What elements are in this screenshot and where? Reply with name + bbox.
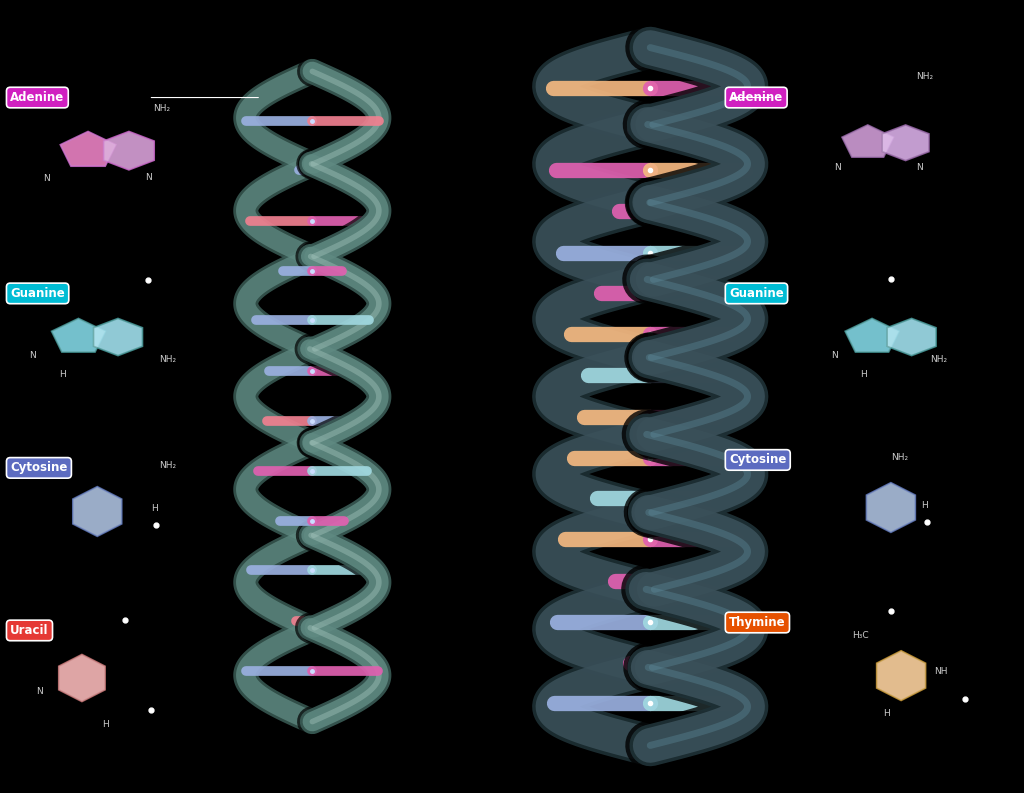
Text: H: H bbox=[59, 370, 67, 379]
Text: NH₂: NH₂ bbox=[916, 72, 934, 82]
Text: NH₂: NH₂ bbox=[159, 355, 176, 365]
Polygon shape bbox=[60, 132, 116, 167]
Polygon shape bbox=[882, 125, 929, 160]
Polygon shape bbox=[103, 132, 155, 170]
Polygon shape bbox=[58, 654, 105, 702]
Text: Adenine: Adenine bbox=[729, 91, 783, 104]
Text: NH₂: NH₂ bbox=[930, 355, 947, 365]
Polygon shape bbox=[103, 132, 155, 170]
Text: NH₂: NH₂ bbox=[154, 104, 171, 113]
Text: NH: NH bbox=[934, 667, 947, 676]
Text: N: N bbox=[835, 163, 842, 173]
Text: N: N bbox=[36, 687, 43, 696]
Polygon shape bbox=[842, 125, 894, 157]
Polygon shape bbox=[887, 319, 936, 355]
Polygon shape bbox=[877, 651, 926, 700]
Text: H: H bbox=[860, 370, 867, 379]
Text: N: N bbox=[916, 163, 924, 173]
Polygon shape bbox=[882, 125, 929, 160]
Polygon shape bbox=[845, 319, 899, 352]
Text: H: H bbox=[102, 720, 110, 730]
Polygon shape bbox=[60, 132, 116, 167]
Text: NH₂: NH₂ bbox=[159, 461, 176, 470]
Text: Guanine: Guanine bbox=[10, 287, 65, 300]
Polygon shape bbox=[877, 651, 926, 700]
Polygon shape bbox=[842, 125, 894, 157]
Polygon shape bbox=[51, 319, 105, 352]
Polygon shape bbox=[866, 483, 915, 532]
Polygon shape bbox=[73, 487, 122, 536]
Text: H: H bbox=[152, 504, 159, 514]
Polygon shape bbox=[887, 319, 936, 355]
Text: N: N bbox=[29, 351, 36, 361]
Polygon shape bbox=[58, 654, 105, 702]
Polygon shape bbox=[866, 483, 915, 532]
Text: H₃C: H₃C bbox=[852, 630, 868, 640]
Text: Cytosine: Cytosine bbox=[10, 462, 68, 474]
Text: N: N bbox=[145, 173, 153, 182]
Text: Guanine: Guanine bbox=[729, 287, 783, 300]
Polygon shape bbox=[73, 487, 122, 536]
Polygon shape bbox=[51, 319, 105, 352]
Text: Uracil: Uracil bbox=[10, 624, 49, 637]
Polygon shape bbox=[93, 319, 142, 355]
Polygon shape bbox=[845, 319, 899, 352]
Text: H: H bbox=[883, 709, 890, 718]
Text: N: N bbox=[43, 174, 50, 183]
Text: N: N bbox=[831, 351, 839, 361]
Text: Cytosine: Cytosine bbox=[729, 454, 786, 466]
Polygon shape bbox=[93, 319, 142, 355]
Text: Thymine: Thymine bbox=[729, 616, 785, 629]
Text: H: H bbox=[922, 500, 929, 510]
Text: Adenine: Adenine bbox=[10, 91, 65, 104]
Text: NH₂: NH₂ bbox=[891, 453, 908, 462]
